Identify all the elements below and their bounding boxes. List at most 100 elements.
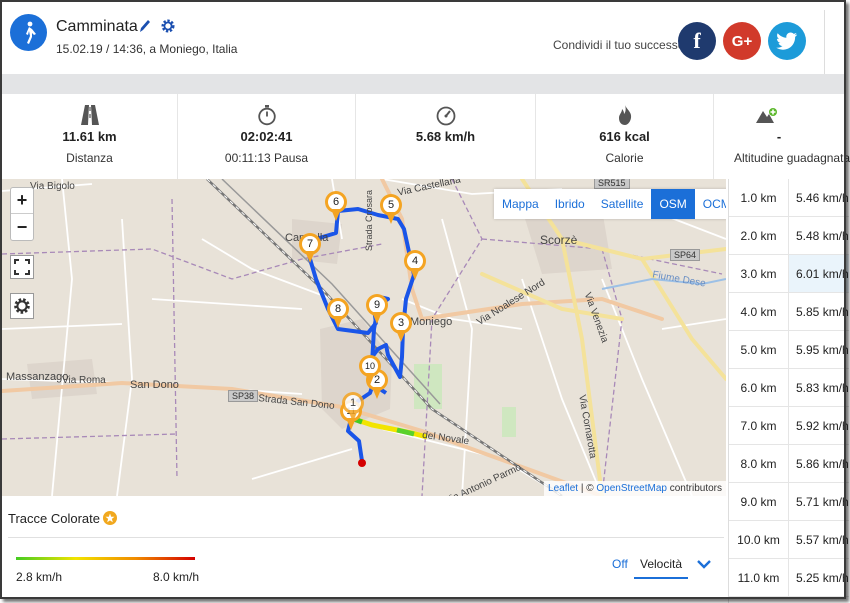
fullscreen-icon — [14, 259, 30, 275]
split-km: 8.0 km — [729, 445, 789, 482]
map-label: San Dono — [130, 379, 179, 391]
stat-value: - — [776, 129, 782, 144]
split-speed: 5.46 km/h — [796, 190, 849, 205]
map-label: Moniego — [410, 316, 453, 328]
facebook-share-button[interactable]: f — [678, 22, 716, 60]
split-speed: 5.92 km/h — [796, 418, 849, 433]
stat-label: 00:11:13 Pausa — [224, 151, 309, 165]
attribution-separator: | © — [578, 483, 597, 494]
table-row: 3.0 km 6.01 km/h — [729, 255, 849, 293]
stat-label: Calorie — [605, 151, 644, 165]
layer-osm[interactable]: OSM — [651, 189, 695, 219]
pencil-icon[interactable] — [138, 18, 152, 34]
km-marker[interactable]: 8 — [327, 298, 349, 328]
table-row: 4.0 km 5.85 km/h — [729, 293, 849, 331]
map-label: Scorzè — [540, 233, 578, 247]
chevron-down-icon[interactable] — [696, 558, 712, 570]
split-km: 1.0 km — [729, 179, 789, 216]
km-marker[interactable]: 1 — [342, 392, 364, 422]
stat-label: Distanza — [66, 151, 113, 165]
stat-distance: 11.61 km Distanza — [2, 94, 178, 179]
table-row: 2.0 km 5.48 km/h — [729, 217, 849, 255]
km-marker[interactable]: 10 — [359, 355, 381, 385]
stat-value: 616 kcal — [599, 129, 650, 144]
km-marker[interactable]: 4 — [404, 250, 426, 280]
twitter-icon — [776, 32, 798, 50]
gradient-max-label: 8.0 km/h — [153, 570, 200, 584]
osm-link[interactable]: OpenStreetMap — [596, 483, 667, 494]
km-marker[interactable]: 3 — [390, 312, 412, 342]
split-speed: 5.85 km/h — [796, 304, 849, 319]
km-marker[interactable]: 5 — [380, 194, 402, 224]
speedometer-icon — [436, 106, 455, 126]
zoom-in-button[interactable]: + — [11, 188, 33, 214]
table-row: 9.0 km 5.71 km/h — [729, 483, 849, 521]
stat-calories: 616 kcal Calorie — [536, 94, 714, 179]
km-marker[interactable]: 9 — [366, 294, 388, 324]
split-speed: 6.01 km/h — [789, 255, 849, 292]
star-icon — [103, 511, 117, 525]
split-speed: 5.57 km/h — [796, 532, 849, 547]
split-km: 6.0 km — [729, 369, 789, 406]
road-icon — [80, 105, 99, 125]
map-label: Massanzago — [6, 371, 69, 383]
split-km: 3.0 km — [729, 255, 789, 292]
stat-elevation: - Altitudine guadagnata — [714, 94, 850, 179]
map-settings-button[interactable] — [10, 293, 34, 319]
table-row: 6.0 km 5.83 km/h — [729, 369, 849, 407]
km-marker[interactable]: 6 — [325, 191, 347, 221]
stat-value: 11.61 km — [62, 129, 117, 144]
split-speed: 5.48 km/h — [796, 228, 849, 243]
header-divider — [824, 10, 825, 76]
attribution-text: contributors — [666, 483, 722, 494]
colored-tracks-metric-select[interactable]: Velocità — [634, 557, 688, 579]
stat-value: 5.68 km/h — [415, 129, 476, 144]
table-row: 5.0 km 5.95 km/h — [729, 331, 849, 369]
stats-bar: 11.61 km Distanza 02:02:41 00:11:13 Paus… — [2, 94, 850, 179]
road-shield: SR515 — [594, 179, 630, 189]
mountain-up-icon — [756, 108, 777, 123]
map-layer-switcher: Mappa Ibrido Satellite OSM OCM — [494, 189, 726, 219]
section-separator — [2, 74, 844, 94]
twitter-share-button[interactable] — [768, 22, 806, 60]
stat-duration: 02:02:41 00:11:13 Pausa — [178, 94, 356, 179]
layer-mappa[interactable]: Mappa — [502, 197, 539, 211]
zoom-out-button[interactable]: − — [16, 216, 28, 237]
gear-icon[interactable] — [160, 18, 176, 34]
layer-ibrido[interactable]: Ibrido — [554, 197, 585, 211]
walking-icon — [10, 14, 47, 51]
km-marker[interactable]: 7 — [299, 233, 321, 263]
route-map[interactable]: Via Bigolo Via Castellana SR515 Cappella… — [2, 179, 726, 496]
stat-value: 02:02:41 — [240, 129, 293, 144]
table-row: 7.0 km 5.92 km/h — [729, 407, 849, 445]
zoom-control: + − — [10, 187, 34, 241]
split-speed: 5.71 km/h — [796, 494, 849, 509]
gear-icon — [14, 298, 30, 314]
map-label: Strada Crosara — [364, 189, 374, 251]
stat-speed: 5.68 km/h — [356, 94, 536, 179]
split-km: 4.0 km — [729, 293, 789, 330]
split-km: 5.0 km — [729, 331, 789, 368]
fullscreen-button[interactable] — [10, 255, 34, 279]
road-shield: SP38 — [228, 390, 259, 402]
speed-gradient-legend — [16, 557, 195, 560]
leaflet-link[interactable]: Leaflet — [548, 483, 579, 494]
split-speed: 5.83 km/h — [796, 380, 849, 395]
split-km: 10.0 km — [729, 521, 789, 558]
flame-icon — [618, 105, 631, 125]
facebook-icon: f — [693, 28, 701, 53]
activity-title: Camminata — [56, 18, 138, 35]
splits-table: 1.0 km 5.46 km/h 2.0 km 5.48 km/h 3.0 km 6.… — [728, 179, 849, 603]
divider — [8, 537, 724, 538]
table-row: 10.0 km 5.57 km/h — [729, 521, 849, 559]
activity-subtitle: 15.02.19 / 14:36, a Moniego, Italia — [56, 42, 238, 56]
map-label: Via Bigolo — [30, 181, 75, 192]
google-plus-share-button[interactable]: G+ — [723, 22, 761, 60]
split-km: 9.0 km — [729, 483, 789, 520]
colored-tracks-off-button[interactable]: Off — [612, 557, 628, 571]
layer-satellite[interactable]: Satellite — [600, 197, 644, 211]
road-shield: SP64 — [670, 249, 701, 261]
split-km: 11.0 km — [729, 559, 789, 596]
layer-ocm[interactable]: OCM — [702, 197, 726, 211]
